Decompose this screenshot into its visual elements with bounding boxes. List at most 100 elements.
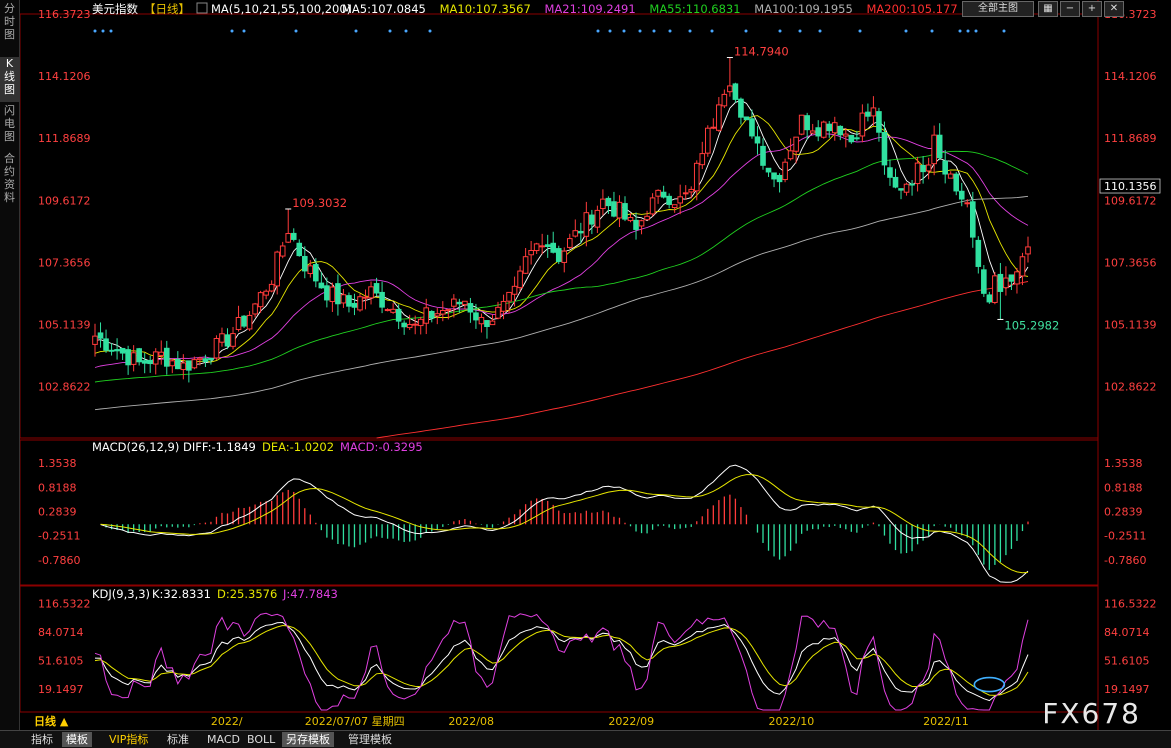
bottom-tab[interactable]: 另存模板 bbox=[282, 732, 334, 747]
candle bbox=[163, 340, 170, 375]
candle bbox=[191, 356, 198, 370]
candle bbox=[881, 121, 888, 175]
candle-body bbox=[401, 322, 407, 328]
low-price-label: 105.2982 bbox=[1004, 318, 1059, 332]
macd-axis-left-label: 1.3538 bbox=[38, 457, 77, 470]
candle bbox=[208, 357, 214, 365]
candle-body bbox=[555, 248, 562, 262]
candle bbox=[809, 123, 816, 134]
candle bbox=[671, 204, 678, 213]
macd-panel bbox=[100, 464, 1029, 583]
candle-body bbox=[296, 242, 303, 257]
period-label: 【日线】 bbox=[144, 2, 190, 16]
candle-body bbox=[368, 286, 374, 299]
candle bbox=[1025, 236, 1031, 263]
bottom-tab[interactable]: 日线 ▲ bbox=[34, 715, 69, 728]
candle-body bbox=[307, 265, 314, 275]
bottom-tab[interactable]: 指标 bbox=[31, 733, 53, 746]
candle-body bbox=[208, 357, 214, 361]
candle bbox=[892, 168, 899, 189]
event-marker bbox=[230, 29, 234, 33]
candle-body bbox=[335, 283, 341, 305]
candle-body bbox=[997, 273, 1004, 292]
candle bbox=[202, 354, 209, 367]
event-marker bbox=[688, 29, 692, 33]
candle-body bbox=[589, 214, 595, 225]
candle-body bbox=[495, 306, 501, 319]
candle bbox=[147, 355, 154, 373]
kdj-k-line bbox=[94, 621, 1029, 702]
candle bbox=[384, 308, 391, 312]
instrument-name: 美元指数 bbox=[92, 2, 138, 16]
event-marker bbox=[904, 29, 908, 33]
candle-body bbox=[561, 250, 568, 263]
candle-body bbox=[992, 275, 998, 303]
candle-body bbox=[881, 132, 888, 166]
candle bbox=[749, 109, 755, 139]
sidebar-tab[interactable]: 合约资料 bbox=[4, 152, 15, 204]
candle-body bbox=[572, 230, 579, 237]
sidebar-tab[interactable]: 分时图 bbox=[4, 2, 15, 41]
candle-body bbox=[1019, 256, 1026, 277]
main-chart-dropdown[interactable]: 全部主图 bbox=[962, 1, 1034, 17]
bottom-tab[interactable]: MACD bbox=[207, 733, 240, 746]
candle-body bbox=[688, 188, 695, 193]
candle bbox=[307, 260, 314, 278]
candle-body bbox=[804, 115, 810, 131]
bottom-tab[interactable]: BOLL bbox=[247, 733, 276, 746]
candle bbox=[544, 234, 551, 258]
candle bbox=[572, 219, 579, 238]
event-marker bbox=[798, 29, 802, 33]
candle-body bbox=[279, 245, 286, 257]
bottom-tab[interactable]: 模板 bbox=[62, 732, 92, 747]
candle-body bbox=[787, 150, 794, 160]
candle bbox=[876, 107, 882, 142]
candle-body bbox=[649, 197, 656, 215]
event-marker bbox=[710, 29, 714, 33]
candle-body bbox=[776, 174, 783, 183]
candle bbox=[616, 195, 623, 228]
candle-body bbox=[1003, 277, 1009, 289]
candle-body bbox=[793, 136, 799, 152]
sidebar-tab[interactable]: 闪电图 bbox=[4, 104, 15, 143]
candle-body bbox=[417, 318, 424, 327]
candle-body bbox=[456, 301, 463, 305]
bottom-tab[interactable]: 管理模板 bbox=[348, 733, 392, 746]
high-price-label: 114.7940 bbox=[734, 45, 789, 59]
candle bbox=[765, 167, 772, 177]
event-marker bbox=[294, 29, 298, 33]
kdj-axis-left-label: 84.0714 bbox=[38, 626, 84, 639]
close-icon[interactable]: ✕ bbox=[1104, 1, 1124, 17]
candle-body bbox=[362, 296, 369, 299]
candle-body bbox=[528, 249, 534, 256]
candle-body bbox=[290, 232, 297, 240]
candle bbox=[528, 240, 534, 265]
candle bbox=[268, 280, 275, 293]
candle bbox=[887, 159, 893, 186]
candle-body bbox=[445, 309, 452, 312]
candle bbox=[103, 329, 109, 353]
candle bbox=[682, 185, 689, 200]
grid-icon[interactable]: ▦ bbox=[1038, 1, 1058, 17]
kdj-axis-right-label: 84.0714 bbox=[1104, 626, 1150, 639]
indicator-icon bbox=[196, 2, 208, 14]
candle-body bbox=[699, 153, 706, 166]
candle bbox=[583, 201, 590, 247]
candle-body bbox=[412, 323, 419, 326]
candle bbox=[738, 97, 744, 125]
bottom-tab[interactable]: VIP指标 bbox=[109, 733, 149, 746]
plus-icon[interactable]: + bbox=[1082, 1, 1102, 17]
candle-body bbox=[379, 291, 385, 308]
candle-body bbox=[97, 332, 104, 339]
candle-body bbox=[500, 300, 507, 312]
bottom-tab[interactable]: 标准 bbox=[167, 733, 189, 746]
candle bbox=[820, 120, 827, 139]
candle-body bbox=[434, 313, 441, 317]
candle-body bbox=[152, 351, 159, 365]
candle bbox=[473, 303, 479, 329]
candle-body bbox=[716, 104, 722, 131]
minus-icon[interactable]: − bbox=[1060, 1, 1080, 17]
candle bbox=[909, 179, 915, 196]
